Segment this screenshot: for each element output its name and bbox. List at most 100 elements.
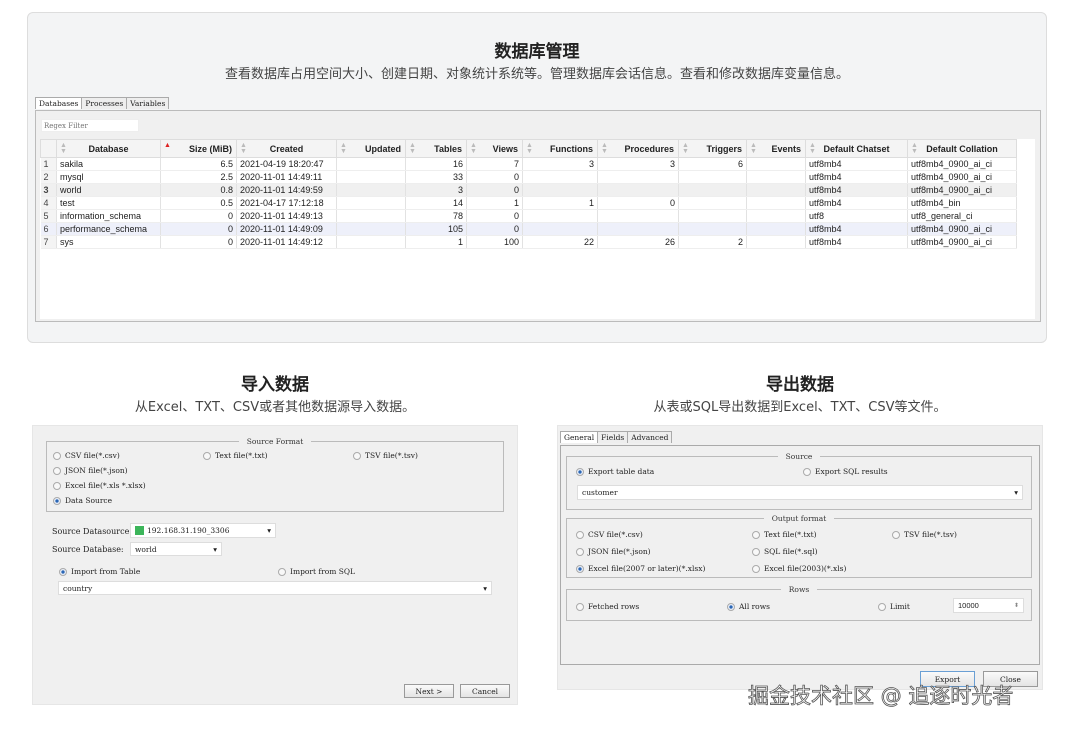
table-cell	[336, 170, 406, 184]
table-cell: 2020-11-01 14:49:13	[236, 209, 337, 223]
column-header[interactable]: ▲ ▼ Functions	[522, 139, 598, 158]
datasource-icon	[135, 526, 144, 536]
close-button[interactable]: Close	[983, 671, 1038, 687]
radio-csv[interactable]: CSV file(*.csv)	[53, 451, 120, 460]
next-button[interactable]: Next >	[404, 684, 454, 698]
table-cell: 1	[522, 196, 598, 210]
radio-import-from-sql[interactable]: Import from SQL	[278, 567, 355, 576]
cancel-button[interactable]: Cancel	[460, 684, 510, 698]
table-cell	[522, 170, 598, 184]
table-row[interactable]: 7 sys 0 2020-11-01 14:49:12 1 100 22 26 2 utf8mb4…	[40, 235, 1017, 249]
table-cell: 22	[522, 235, 598, 249]
regex-filter-input[interactable]	[41, 119, 139, 132]
source-format-legend: Source Format	[246, 437, 304, 446]
export-button[interactable]: Export	[920, 671, 975, 687]
radio-export-sql[interactable]: SQL file(*.sql)	[752, 547, 818, 556]
table-cell: test	[56, 196, 161, 210]
import-title: 导入数据	[241, 375, 309, 395]
export-tabs: General Fields Advanced	[560, 431, 673, 443]
table-cell	[336, 196, 406, 210]
table-cell	[336, 235, 406, 249]
radio-export-csv[interactable]: CSV file(*.csv)	[576, 530, 643, 539]
column-header[interactable]: ▲ Size (MiB)	[160, 139, 237, 158]
column-header[interactable]: ▲ ▼ Default Chatset	[805, 139, 908, 158]
import-table-select[interactable]: country ▾	[58, 581, 492, 595]
radio-fetched-rows[interactable]: Fetched rows	[576, 602, 639, 611]
table-cell	[522, 222, 598, 236]
table-cell: 5	[40, 209, 57, 223]
table-cell	[678, 222, 747, 236]
column-header[interactable]: ▲ ▼ Database	[56, 139, 161, 158]
tab-databases[interactable]: Databases	[35, 97, 83, 109]
table-cell: utf8mb4	[805, 170, 908, 184]
radio-export-json[interactable]: JSON file(*.json)	[576, 547, 651, 556]
column-header[interactable]: ▲ ▼ Triggers	[678, 139, 747, 158]
chevron-down-icon: ▾	[1014, 488, 1018, 497]
table-cell: utf8mb4_0900_ai_ci	[907, 170, 1017, 184]
table-cell: 6	[678, 157, 747, 171]
sort-icon: ▲ ▼	[682, 142, 689, 155]
table-row[interactable]: 2 mysql 2.5 2020-11-01 14:49:11 33 0 utf8mb4 ut…	[40, 170, 1017, 184]
table-cell	[597, 209, 679, 223]
radio-export-tsv[interactable]: TSV file(*.tsv)	[892, 530, 957, 539]
table-row[interactable]: 4 test 0.5 2021-04-17 17:12:18 14 1 1 0 utf8mb4 u…	[40, 196, 1017, 210]
table-cell	[678, 170, 747, 184]
table-row[interactable]: 3 world 0.8 2020-11-01 14:49:59 3 0 utf8mb4 utf…	[40, 183, 1017, 197]
table-cell: 1	[40, 157, 57, 171]
radio-export-xlsx[interactable]: Excel file(2007 or later)(*.xlsx)	[576, 564, 705, 573]
column-header[interactable]: ▲ ▼ Events	[746, 139, 806, 158]
radio-json[interactable]: JSON file(*.json)	[53, 466, 128, 475]
tab-advanced[interactable]: Advanced	[627, 431, 673, 443]
table-cell	[522, 209, 598, 223]
table-cell: utf8mb4_0900_ai_ci	[907, 183, 1017, 197]
tab-variables[interactable]: Variables	[126, 97, 170, 109]
column-header[interactable]: ▲ ▼ Procedures	[597, 139, 679, 158]
table-row[interactable]: 1 sakila 6.5 2021-04-19 18:20:47 16 7 3 3 6 utf8m…	[40, 157, 1017, 171]
limit-spinner[interactable]: 10000 ⬍	[953, 598, 1024, 613]
tab-general[interactable]: General	[560, 431, 599, 443]
radio-export-xls[interactable]: Excel file(2003)(*.xls)	[752, 564, 846, 573]
table-cell: 100	[466, 235, 523, 249]
table-cell: sys	[56, 235, 161, 249]
column-header[interactable]: ▲ ▼ Updated	[336, 139, 406, 158]
table-row[interactable]: 5 information_schema 0 2020-11-01 14:49:13 7…	[40, 209, 1017, 223]
radio-txt[interactable]: Text file(*.txt)	[203, 451, 268, 460]
column-header[interactable]: ▲ ▼ Created	[236, 139, 337, 158]
radio-export-sql-results[interactable]: Export SQL results	[803, 467, 888, 476]
table-cell: 78	[405, 209, 467, 223]
radio-export-txt[interactable]: Text file(*.txt)	[752, 530, 817, 539]
output-format-group: Output format	[566, 514, 1032, 578]
radio-tsv[interactable]: TSV file(*.tsv)	[353, 451, 418, 460]
table-cell: utf8mb4	[805, 183, 908, 197]
source-database-select[interactable]: world ▾	[130, 542, 222, 556]
tab-processes[interactable]: Processes	[81, 97, 128, 109]
table-cell: 0	[160, 209, 237, 223]
radio-excel[interactable]: Excel file(*.xls *.xlsx)	[53, 481, 146, 490]
table-cell	[678, 183, 747, 197]
radio-export-table-data[interactable]: Export table data	[576, 467, 654, 476]
radio-limit[interactable]: Limit	[878, 602, 910, 611]
table-row[interactable]: 6 performance_schema 0 2020-11-01 14:49:09 1…	[40, 222, 1017, 236]
radio-data-source[interactable]: Data Source	[53, 496, 112, 505]
db-tabs: Databases Processes Variables	[35, 97, 170, 109]
table-cell: utf8mb4_0900_ai_ci	[907, 235, 1017, 249]
sort-icon: ▲ ▼	[809, 142, 816, 155]
tab-fields[interactable]: Fields	[597, 431, 629, 443]
radio-import-from-table[interactable]: Import from Table	[59, 567, 140, 576]
sort-icon: ▲ ▼	[60, 142, 67, 155]
table-cell: 7	[40, 235, 57, 249]
export-table-select[interactable]: customer ▾	[577, 485, 1023, 500]
table-cell: 0	[466, 183, 523, 197]
column-header[interactable]: ▲ ▼ Views	[466, 139, 523, 158]
table-cell: 16	[405, 157, 467, 171]
column-header[interactable]: ▲ ▼ Tables	[405, 139, 467, 158]
table-cell	[746, 235, 806, 249]
column-header[interactable]: ▲ ▼ Default Collation	[907, 139, 1017, 158]
radio-all-rows[interactable]: All rows	[727, 602, 770, 611]
table-cell: utf8mb4_bin	[907, 196, 1017, 210]
table-cell: 0	[466, 222, 523, 236]
chevron-down-icon: ▾	[483, 583, 487, 593]
table-cell: 2021-04-17 17:12:18	[236, 196, 337, 210]
row-number-header	[40, 139, 57, 158]
source-datasource-select[interactable]: 192.168.31.190_3306 ▾	[130, 523, 276, 538]
